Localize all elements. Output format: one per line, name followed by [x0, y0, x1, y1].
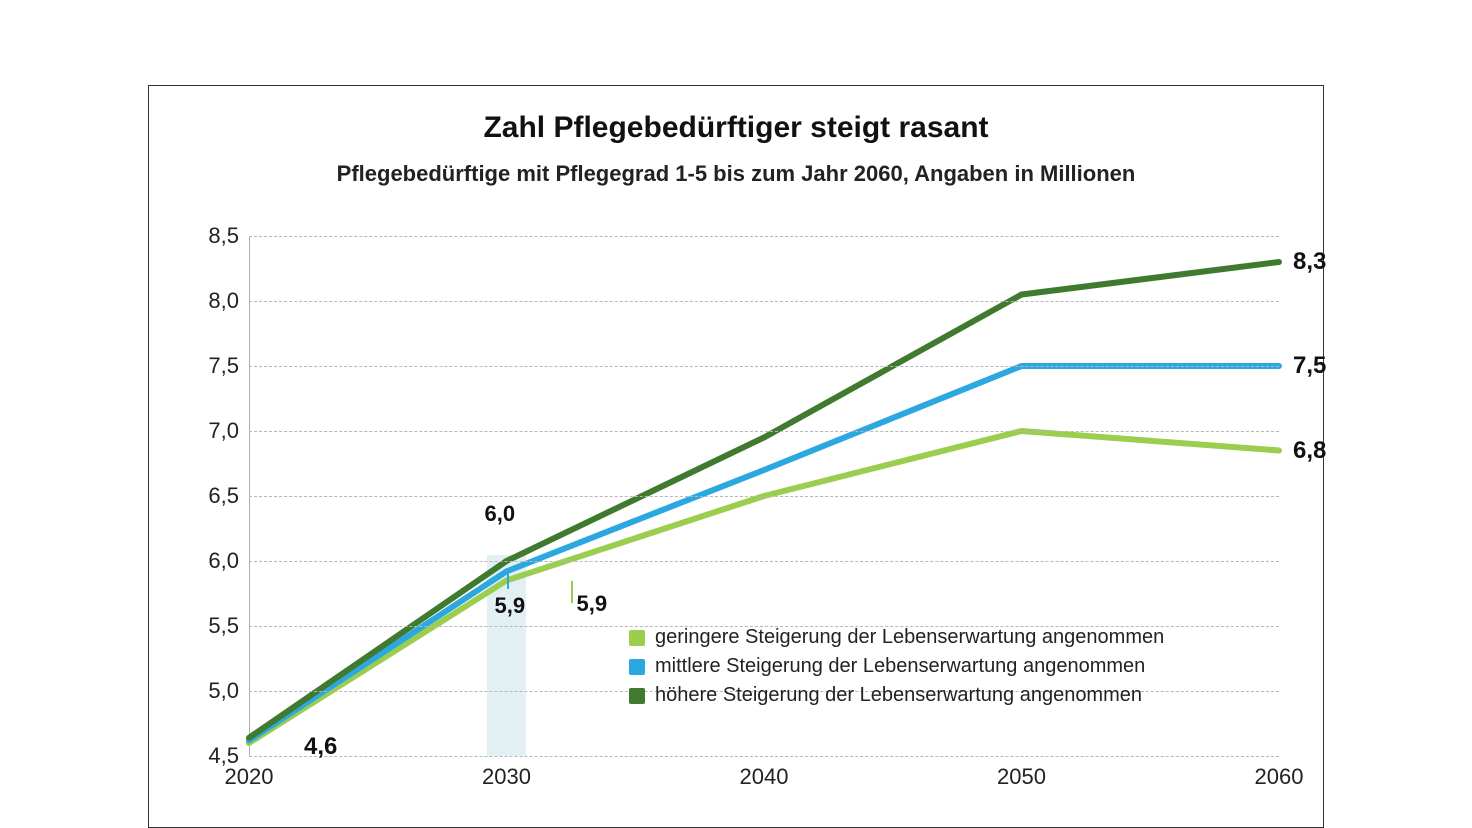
- y-tick-label: 5,5: [194, 613, 239, 639]
- x-tick-label: 2040: [724, 764, 804, 790]
- mid-label-0: 6,0: [485, 501, 516, 527]
- chart-container: Zahl Pflegebedürftiger steigt rasant Pfl…: [148, 85, 1324, 828]
- y-tick-label: 8,0: [194, 288, 239, 314]
- series-end-label-high: 8,3: [1293, 248, 1326, 276]
- legend-swatch: [629, 630, 645, 646]
- legend-label: geringere Steigerung der Lebenserwartung…: [655, 626, 1164, 649]
- y-tick-label: 7,0: [194, 418, 239, 444]
- legend: geringere Steigerung der Lebenserwartung…: [629, 626, 1164, 713]
- series-end-label-low: 6,8: [1293, 437, 1326, 465]
- chart-subtitle: Pflegebedürftige mit Pflegegrad 1-5 bis …: [149, 161, 1323, 187]
- chart-title: Zahl Pflegebedürftiger steigt rasant: [149, 111, 1323, 145]
- grid-line: [249, 756, 1279, 757]
- y-tick-label: 6,5: [194, 483, 239, 509]
- callout-line-2: [571, 581, 573, 603]
- grid-line: [249, 301, 1279, 302]
- callout-line-1: [507, 571, 509, 589]
- grid-line: [249, 236, 1279, 237]
- x-tick-label: 2020: [209, 764, 289, 790]
- legend-item-2: höhere Steigerung der Lebenserwartung an…: [629, 684, 1164, 707]
- x-tick-label: 2030: [467, 764, 547, 790]
- legend-item-0: geringere Steigerung der Lebenserwartung…: [629, 626, 1164, 649]
- y-tick-label: 6,0: [194, 548, 239, 574]
- legend-label: höhere Steigerung der Lebenserwartung an…: [655, 684, 1142, 707]
- y-tick-label: 7,5: [194, 353, 239, 379]
- x-tick-label: 2060: [1239, 764, 1319, 790]
- mid-label-2: 5,9: [577, 591, 608, 617]
- legend-item-1: mittlere Steigerung der Lebenserwartung …: [629, 655, 1164, 678]
- series-end-label-mid: 7,5: [1293, 352, 1326, 380]
- x-tick-label: 2050: [982, 764, 1062, 790]
- start-label: 4,6: [304, 733, 337, 761]
- grid-line: [249, 561, 1279, 562]
- legend-swatch: [629, 688, 645, 704]
- legend-swatch: [629, 659, 645, 675]
- grid-line: [249, 431, 1279, 432]
- grid-line: [249, 496, 1279, 497]
- grid-line: [249, 366, 1279, 367]
- mid-label-1: 5,9: [495, 593, 526, 619]
- y-tick-label: 8,5: [194, 223, 239, 249]
- legend-label: mittlere Steigerung der Lebenserwartung …: [655, 655, 1145, 678]
- y-tick-label: 5,0: [194, 678, 239, 704]
